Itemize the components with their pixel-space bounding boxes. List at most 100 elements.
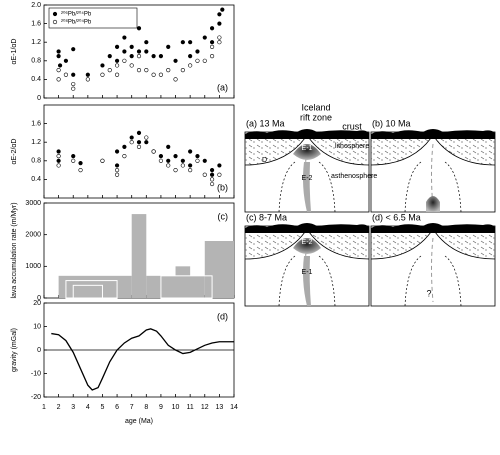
legend-box <box>48 7 138 29</box>
lithosphere <box>371 138 495 165</box>
point <box>136 67 142 73</box>
point <box>136 26 142 31</box>
gravity-line <box>51 328 234 391</box>
bar <box>160 275 213 299</box>
point <box>56 77 61 82</box>
point <box>100 72 105 77</box>
y-axis-label: gravity (mGal) <box>11 328 18 372</box>
point <box>129 140 134 145</box>
point <box>71 158 76 163</box>
point <box>166 44 171 49</box>
point <box>173 77 178 82</box>
legend-marker <box>52 19 58 25</box>
rift-label: Iceland <box>301 102 330 112</box>
point <box>136 130 142 135</box>
point <box>144 67 149 73</box>
panel-label: (c) <box>218 211 229 221</box>
point <box>136 54 142 59</box>
point <box>202 172 207 177</box>
label-lithosphere: lithosphere <box>335 143 369 150</box>
point <box>114 58 120 63</box>
panel-label: (b) <box>217 182 228 192</box>
point <box>195 58 200 63</box>
point <box>217 40 222 45</box>
point <box>136 49 142 54</box>
x-tick-label: 14 <box>230 404 238 411</box>
point <box>220 7 225 12</box>
y-tick-label: -20 <box>31 394 41 401</box>
x-tick-label: 5 <box>101 404 105 411</box>
point <box>122 49 127 54</box>
y-tick-label: 1.2 <box>31 139 41 146</box>
x-axis-label: age (Ma) <box>125 418 153 425</box>
x-tick-label: 11 <box>187 404 194 411</box>
point <box>129 54 134 59</box>
bar <box>72 284 103 299</box>
point <box>188 40 193 45</box>
point <box>136 140 142 145</box>
point <box>114 44 120 49</box>
lithosphere <box>245 138 369 165</box>
point <box>166 163 171 168</box>
conduit <box>278 161 336 213</box>
point <box>63 72 69 77</box>
point <box>100 63 105 68</box>
crust <box>245 129 369 139</box>
x-tick-label: 6 <box>115 404 119 411</box>
point <box>114 63 120 68</box>
point <box>136 144 142 149</box>
y-tick-label: 0 <box>37 295 41 302</box>
x-tick-label: 9 <box>159 404 163 411</box>
y-tick-label: 0.8 <box>31 158 41 165</box>
point <box>56 49 61 54</box>
legend-label: ²⁰⁸Pb/²⁰⁴Pb <box>61 19 92 26</box>
point <box>122 144 127 149</box>
y-tick-label: 0.8 <box>31 58 41 65</box>
point <box>56 158 61 163</box>
point <box>107 67 112 73</box>
point <box>217 12 222 17</box>
panel-label: (a) <box>217 82 228 92</box>
point <box>56 67 61 73</box>
crust <box>371 129 495 139</box>
point <box>129 63 134 68</box>
point <box>56 154 61 159</box>
point <box>100 158 105 163</box>
point <box>195 154 200 159</box>
point <box>114 172 120 177</box>
panel-title: (a) 13 Ma <box>246 118 285 128</box>
point <box>209 181 215 187</box>
point <box>166 158 171 163</box>
y-axis-label: αE-1/αD <box>11 39 18 65</box>
stem <box>431 237 434 303</box>
litho-base <box>244 231 370 260</box>
y-tick-label: 10 <box>33 323 41 330</box>
point <box>209 40 215 45</box>
y-tick-label: 1.2 <box>31 39 41 46</box>
plume-tail <box>303 256 311 306</box>
panel-label: (d) <box>217 311 228 321</box>
point <box>217 172 222 177</box>
point <box>188 168 193 173</box>
point <box>158 72 164 77</box>
point <box>209 44 215 49</box>
legend-marker <box>52 11 58 17</box>
point <box>71 47 76 52</box>
point <box>122 35 127 40</box>
point <box>209 177 215 182</box>
point <box>166 67 171 73</box>
plume-head <box>293 144 321 160</box>
x-tick-label: 4 <box>86 404 90 411</box>
y-tick-label: 3000 <box>25 200 41 207</box>
point <box>71 86 76 91</box>
point <box>71 72 76 77</box>
point <box>209 26 215 31</box>
y-tick-label: 1.6 <box>31 120 41 127</box>
crust <box>371 223 495 233</box>
point <box>151 54 156 59</box>
point <box>114 163 120 168</box>
label-e2: E-2 <box>302 175 313 182</box>
point <box>209 172 215 177</box>
point <box>56 163 61 168</box>
